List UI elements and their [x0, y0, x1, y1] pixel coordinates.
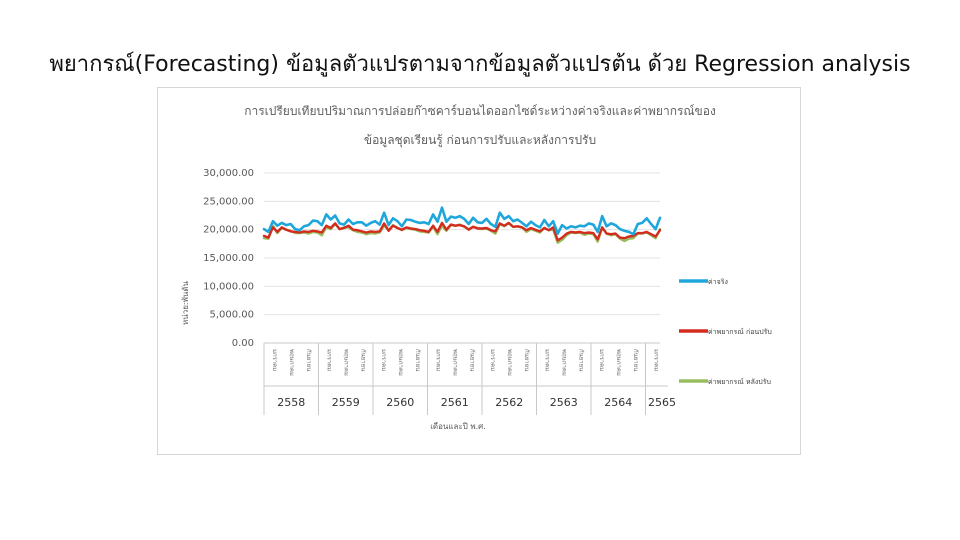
y-tick-label: 0.00 [232, 338, 254, 349]
month-tick-label: กันยายน [414, 349, 421, 371]
y-tick-label: 15,000.00 [203, 253, 254, 264]
y-tick-label: 10,000.00 [203, 281, 254, 292]
y-tick-label: 25,000.00 [203, 196, 254, 207]
year-label: 2561 [441, 396, 469, 409]
month-tick-label: มกราคม [598, 349, 605, 371]
month-tick-label: มกราคม [653, 349, 660, 371]
series-lines [262, 206, 662, 244]
month-tick-label: กันยายน [305, 349, 312, 371]
legend: ค่าจริงค่าพยากรณ์ ก่อนปรับค่าพยากรณ์ หลั… [679, 278, 772, 386]
y-axis-label: หน่วย:พันตัน [181, 280, 190, 325]
chart-frame: การเปรียบเทียบปริมาณการปล่อยก๊าซคาร์บอนไ… [157, 87, 801, 455]
line-chart: การเปรียบเทียบปริมาณการปล่อยก๊าซคาร์บอนไ… [181, 104, 772, 431]
month-tick-label: พฤษภาคม [397, 349, 404, 376]
month-tick-label: กันยายน [469, 349, 476, 371]
legend-label-0: ค่าจริง [708, 278, 728, 286]
year-label: 2558 [277, 396, 305, 409]
month-tick-label: พฤษภาคม [561, 349, 568, 376]
legend-label-2: ค่าพยากรณ์ หลังปรับ [708, 378, 771, 386]
year-label: 2565 [648, 396, 676, 409]
month-tick-label: พฤษภาคม [452, 349, 459, 376]
y-axis-ticks: 30,000.00 25,000.00 20,000.00 15,000.00 10,0… [203, 168, 254, 349]
year-label: 2564 [604, 396, 632, 409]
chart-title-line1: การเปรียบเทียบปริมาณการปล่อยก๊าซคาร์บอนไ… [244, 104, 716, 118]
year-label: 2559 [332, 396, 360, 409]
gridlines [264, 172, 660, 344]
x-axis-categories: 2558 มกราคม พฤษภาคม กันยายน 2559 มกราคม พฤษภาค… [263, 343, 676, 415]
month-tick-label: กันยายน [360, 349, 367, 371]
y-tick-label: 30,000.00 [203, 168, 254, 179]
y-tick-label: 5,000.00 [209, 310, 254, 321]
month-tick-label: กันยายน [578, 349, 585, 371]
year-label: 2560 [386, 396, 414, 409]
month-tick-label: พฤษภาคม [506, 349, 513, 376]
month-tick-label: มกราคม [271, 349, 278, 371]
chart-title-line2: ข้อมูลชุดเรียนรู้ ก่อนการปรับและหลังการป… [364, 133, 596, 148]
y-tick-label: 20,000.00 [203, 225, 254, 236]
x-axis-label: เดือนและปี พ.ศ. [430, 422, 486, 431]
month-tick-label: กันยายน [523, 349, 530, 371]
year-label: 2563 [550, 396, 578, 409]
month-tick-label: มกราคม [544, 349, 551, 371]
month-tick-label: มกราคม [435, 349, 442, 371]
month-tick-label: พฤษภาคม [288, 349, 295, 376]
series-line-0 [262, 206, 662, 236]
legend-label-1: ค่าพยากรณ์ ก่อนปรับ [708, 328, 772, 336]
series-line-1 [262, 221, 662, 242]
month-tick-label: มกราคม [380, 349, 387, 371]
month-tick-label: พฤษภาคม [615, 349, 622, 376]
year-label: 2562 [495, 396, 523, 409]
month-tick-label: กันยายน [632, 349, 639, 371]
month-tick-label: พฤษภาคม [343, 349, 350, 376]
month-tick-label: มกราคม [489, 349, 496, 371]
slide-title: พยากรณ์(Forecasting) ข้อมูลตัวแปรตามจากข… [49, 52, 911, 77]
month-tick-label: มกราคม [326, 349, 333, 371]
